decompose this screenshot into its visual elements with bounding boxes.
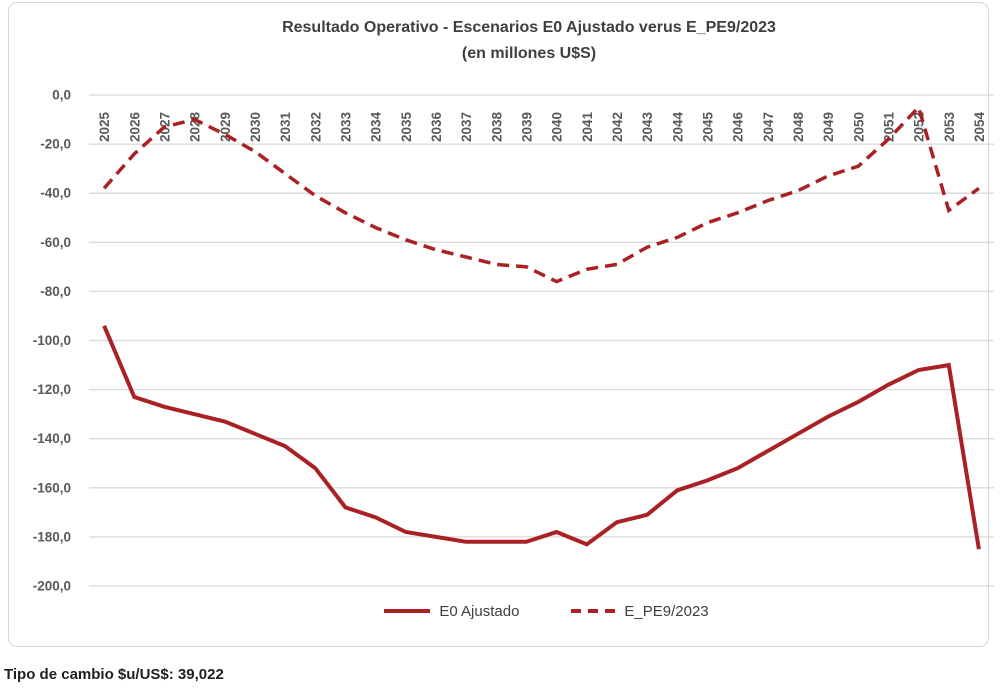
x-axis-tick-label: 2030	[248, 112, 263, 142]
chart-title: Resultado Operativo - Escenarios E0 Ajus…	[282, 19, 776, 36]
legend-label: E0 Ajustado	[439, 602, 520, 620]
y-axis-tick-label: -20,0	[40, 137, 71, 152]
x-axis-tick-label: 2039	[519, 112, 534, 142]
x-axis-tick-label: 2051	[881, 111, 896, 142]
x-axis-tick-label: 2053	[942, 111, 957, 142]
x-axis-tick-label: 2041	[580, 111, 595, 142]
legend-item-e-pe9-2023: E_PE9/2023	[571, 602, 709, 620]
x-axis-tick-label: 2029	[218, 112, 233, 142]
x-axis-tick-label: 2054	[972, 111, 987, 142]
x-axis-tick-label: 2026	[127, 111, 142, 142]
x-axis-tick-label: 2033	[338, 111, 353, 142]
x-axis-tick-label: 2038	[489, 111, 504, 142]
x-axis-tick-label: 2036	[429, 111, 444, 142]
exchange-rate-note: Tipo de cambio $u/US$: 39,022	[4, 666, 224, 683]
dashed-line-swatch-icon	[571, 609, 616, 613]
series-line-e0-ajustado	[102, 325, 981, 550]
chart-subtitle: (en millones U$S)	[461, 45, 597, 62]
x-axis-tick-label: 2045	[700, 111, 715, 142]
solid-line-swatch-icon	[384, 609, 431, 613]
x-axis-tick-label: 2028	[188, 111, 203, 142]
line-chart-plot-area: 0,0 -20,0 -40,0 -60,0 -80,0 -100,0 -120,0 -140,…	[33, 88, 994, 594]
x-axis-tick-label: 2037	[459, 112, 474, 142]
x-axis-tick-label: 2031	[278, 111, 293, 142]
legend-item-e0-ajustado: E0 Ajustado	[384, 603, 519, 620]
x-axis-tick-label: 2043	[640, 111, 655, 142]
series-line-e-pe9-2023	[102, 103, 980, 284]
y-axis-tick-label: -40,0	[40, 186, 71, 201]
x-axis-tick-label: 2025	[97, 111, 112, 142]
y-axis-tick-label: -180,0	[33, 529, 71, 544]
x-axis-tick-label: 2042	[610, 112, 625, 142]
x-axis-tick-label: 2035	[399, 111, 414, 142]
chart-container: Resultado Operativo - Escenarios E0 Ajus…	[8, 2, 994, 647]
y-axis-tick-label: -60,0	[40, 235, 71, 250]
y-axis-tick-label: -100,0	[33, 333, 71, 348]
x-axis-tick-label: 2044	[670, 111, 685, 142]
x-axis-tick-label: 2048	[791, 111, 806, 142]
x-axis-tick-label: 2052	[912, 112, 927, 142]
x-axis-tick-label: 2034	[369, 111, 384, 142]
y-axis-tick-label: 0,0	[52, 88, 71, 103]
y-axis-tick-label: -120,0	[33, 382, 71, 397]
x-axis-tick-label: 2047	[761, 112, 776, 142]
y-axis-tick-label: -140,0	[33, 431, 71, 446]
x-axis-tick-label: 2050	[851, 112, 866, 142]
chart-legend: E0 Ajustado E_PE9/2023	[84, 599, 1000, 623]
y-axis-tick-label: -80,0	[40, 284, 71, 299]
x-axis-tick-label: 2046	[731, 111, 746, 142]
legend-label: E_PE9/2023	[624, 602, 709, 620]
y-axis-tick-label: -160,0	[33, 480, 71, 495]
x-axis-tick-label: 2049	[821, 112, 836, 142]
x-axis-tick-label: 2040	[550, 112, 565, 142]
x-axis-tick-label: 2032	[308, 112, 323, 142]
y-axis-tick-label: -200,0	[33, 579, 71, 594]
